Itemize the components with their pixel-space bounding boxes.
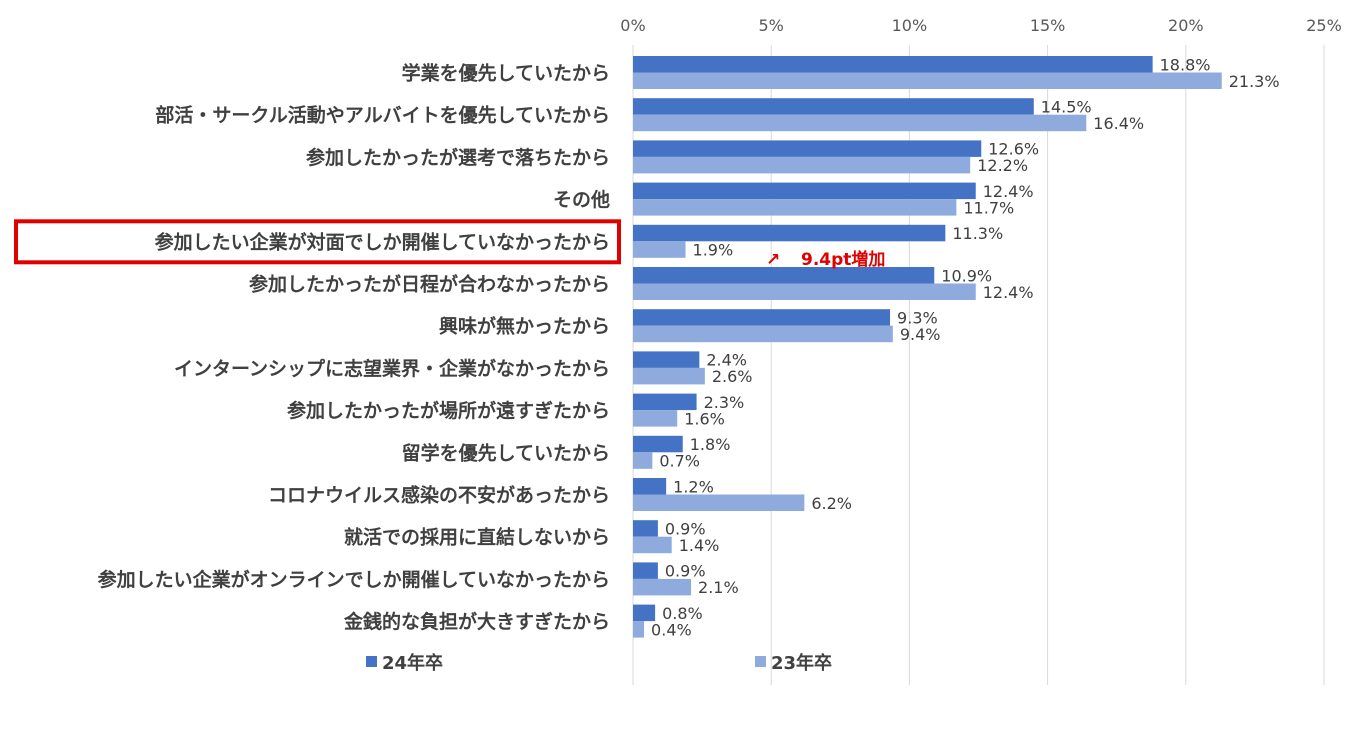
data-label: 9.4% (900, 325, 941, 344)
x-tick-label: 0% (620, 16, 645, 35)
bar-24年卒 (633, 351, 700, 368)
legend-swatch-24 (366, 656, 377, 667)
bar-23年卒 (633, 367, 705, 385)
data-label: 6.2% (811, 494, 852, 513)
category-label: 留学を優先していたから (402, 441, 610, 464)
highlight-box (14, 219, 621, 265)
data-label: 1.4% (679, 536, 720, 555)
bar-23年卒 (633, 410, 678, 427)
legend: 24年卒 23年卒 (366, 652, 832, 674)
bar-23年卒 (633, 241, 686, 258)
data-label: 2.1% (698, 578, 739, 597)
category-label: 参加したかったが選考で落ちたから (306, 146, 610, 169)
bar-23年卒 (633, 452, 653, 469)
bar-24年卒 (633, 309, 891, 326)
x-tick-label: 10% (892, 16, 928, 35)
bar-23年卒 (633, 199, 957, 216)
category-label: 就活での採用に直結しないから (344, 526, 610, 549)
bar-24年卒 (633, 98, 1034, 115)
bar-24年卒 (633, 393, 697, 411)
legend-label-23: 23年卒 (771, 652, 832, 674)
category-label: 金銭的な負担が大きすぎたから (343, 610, 610, 633)
x-tick-label: 15% (1030, 16, 1066, 35)
bar-23年卒 (633, 283, 976, 300)
x-tick-label: 20% (1168, 16, 1204, 35)
data-labels: 18.8%14.5%12.6%12.4%11.3%10.9%9.3%2.4%2.… (651, 55, 1280, 639)
bar-23年卒 (633, 114, 1087, 132)
x-tick-label: 25% (1306, 16, 1342, 35)
data-label: 1.6% (684, 409, 725, 428)
data-label: 1.2% (673, 477, 714, 496)
category-label: 参加したかったが場所が遠すぎたから (287, 399, 610, 422)
category-label: 参加したい企業が対面でしか開催していなかったから (155, 230, 610, 253)
data-label: 0.9% (665, 562, 706, 581)
category-label: その他 (553, 188, 610, 211)
data-label: 14.5% (1041, 97, 1092, 116)
bar-24年卒 (633, 604, 656, 622)
bar-23年卒 (633, 578, 692, 596)
bar-23年卒 (633, 325, 893, 343)
data-label: 16.4% (1093, 114, 1144, 133)
data-label: 0.7% (659, 452, 700, 471)
annotation-arrow-icon: ↗ (766, 250, 780, 270)
data-label: 0.4% (651, 620, 692, 639)
data-label: 18.8% (1160, 55, 1211, 74)
data-label: 0.8% (662, 604, 703, 623)
category-label: コロナウイルス感染の不安があったから (268, 484, 610, 507)
bar-23年卒 (633, 621, 645, 638)
category-label: 部活・サークル活動やアルバイトを優先していたから (155, 104, 610, 127)
bar-23年卒 (633, 72, 1222, 89)
data-label: 12.4% (983, 182, 1034, 201)
x-axis-ticks: 0% 5% 10% 15% 20% 25% (620, 16, 1341, 35)
bar-24年卒 (633, 224, 946, 242)
category-label: 参加したかったが日程が合わなかったから (249, 273, 610, 296)
data-label: 0.9% (665, 519, 706, 538)
bar-23年卒 (633, 536, 672, 554)
data-label: 12.4% (983, 283, 1034, 302)
data-label: 12.6% (988, 140, 1039, 159)
legend-swatch-23 (755, 656, 766, 667)
category-label: 参加したい企業がオンラインでしか開催していなかったから (98, 568, 610, 591)
data-label: 2.4% (706, 351, 747, 370)
bar-24年卒 (633, 562, 658, 579)
annotation-text: 9.4pt増加 (801, 249, 885, 270)
data-label: 12.2% (977, 156, 1028, 175)
annotation: ↗ 9.4pt増加 (766, 249, 885, 270)
category-labels: 学業を優先していたから部活・サークル活動やアルバイトを優先していたから参加したか… (98, 62, 610, 634)
data-label: 11.7% (963, 198, 1014, 217)
bar-24年卒 (633, 182, 976, 200)
bar-24年卒 (633, 140, 982, 157)
category-label: 興味が無かったから (439, 315, 610, 338)
data-label: 1.9% (693, 241, 734, 260)
data-label: 21.3% (1229, 72, 1280, 91)
bars (633, 56, 1222, 638)
bar-23年卒 (633, 156, 971, 174)
category-label: インターンシップに志望業界・企業がなかったから (174, 357, 610, 380)
category-label: 学業を優先していたから (402, 62, 610, 85)
bar-23年卒 (633, 494, 805, 511)
data-label: 2.3% (704, 393, 745, 412)
data-label: 1.8% (690, 435, 731, 454)
data-label: 11.3% (952, 224, 1003, 243)
bar-24年卒 (633, 478, 667, 495)
bar-24年卒 (633, 56, 1153, 73)
data-label: 10.9% (941, 266, 992, 285)
bar-24年卒 (633, 435, 683, 453)
bar-24年卒 (633, 267, 935, 284)
legend-label-24: 24年卒 (382, 652, 443, 674)
data-label: 2.6% (712, 367, 753, 386)
data-label: 9.3% (897, 308, 938, 327)
x-tick-label: 5% (759, 16, 784, 35)
bar-24年卒 (633, 520, 658, 537)
